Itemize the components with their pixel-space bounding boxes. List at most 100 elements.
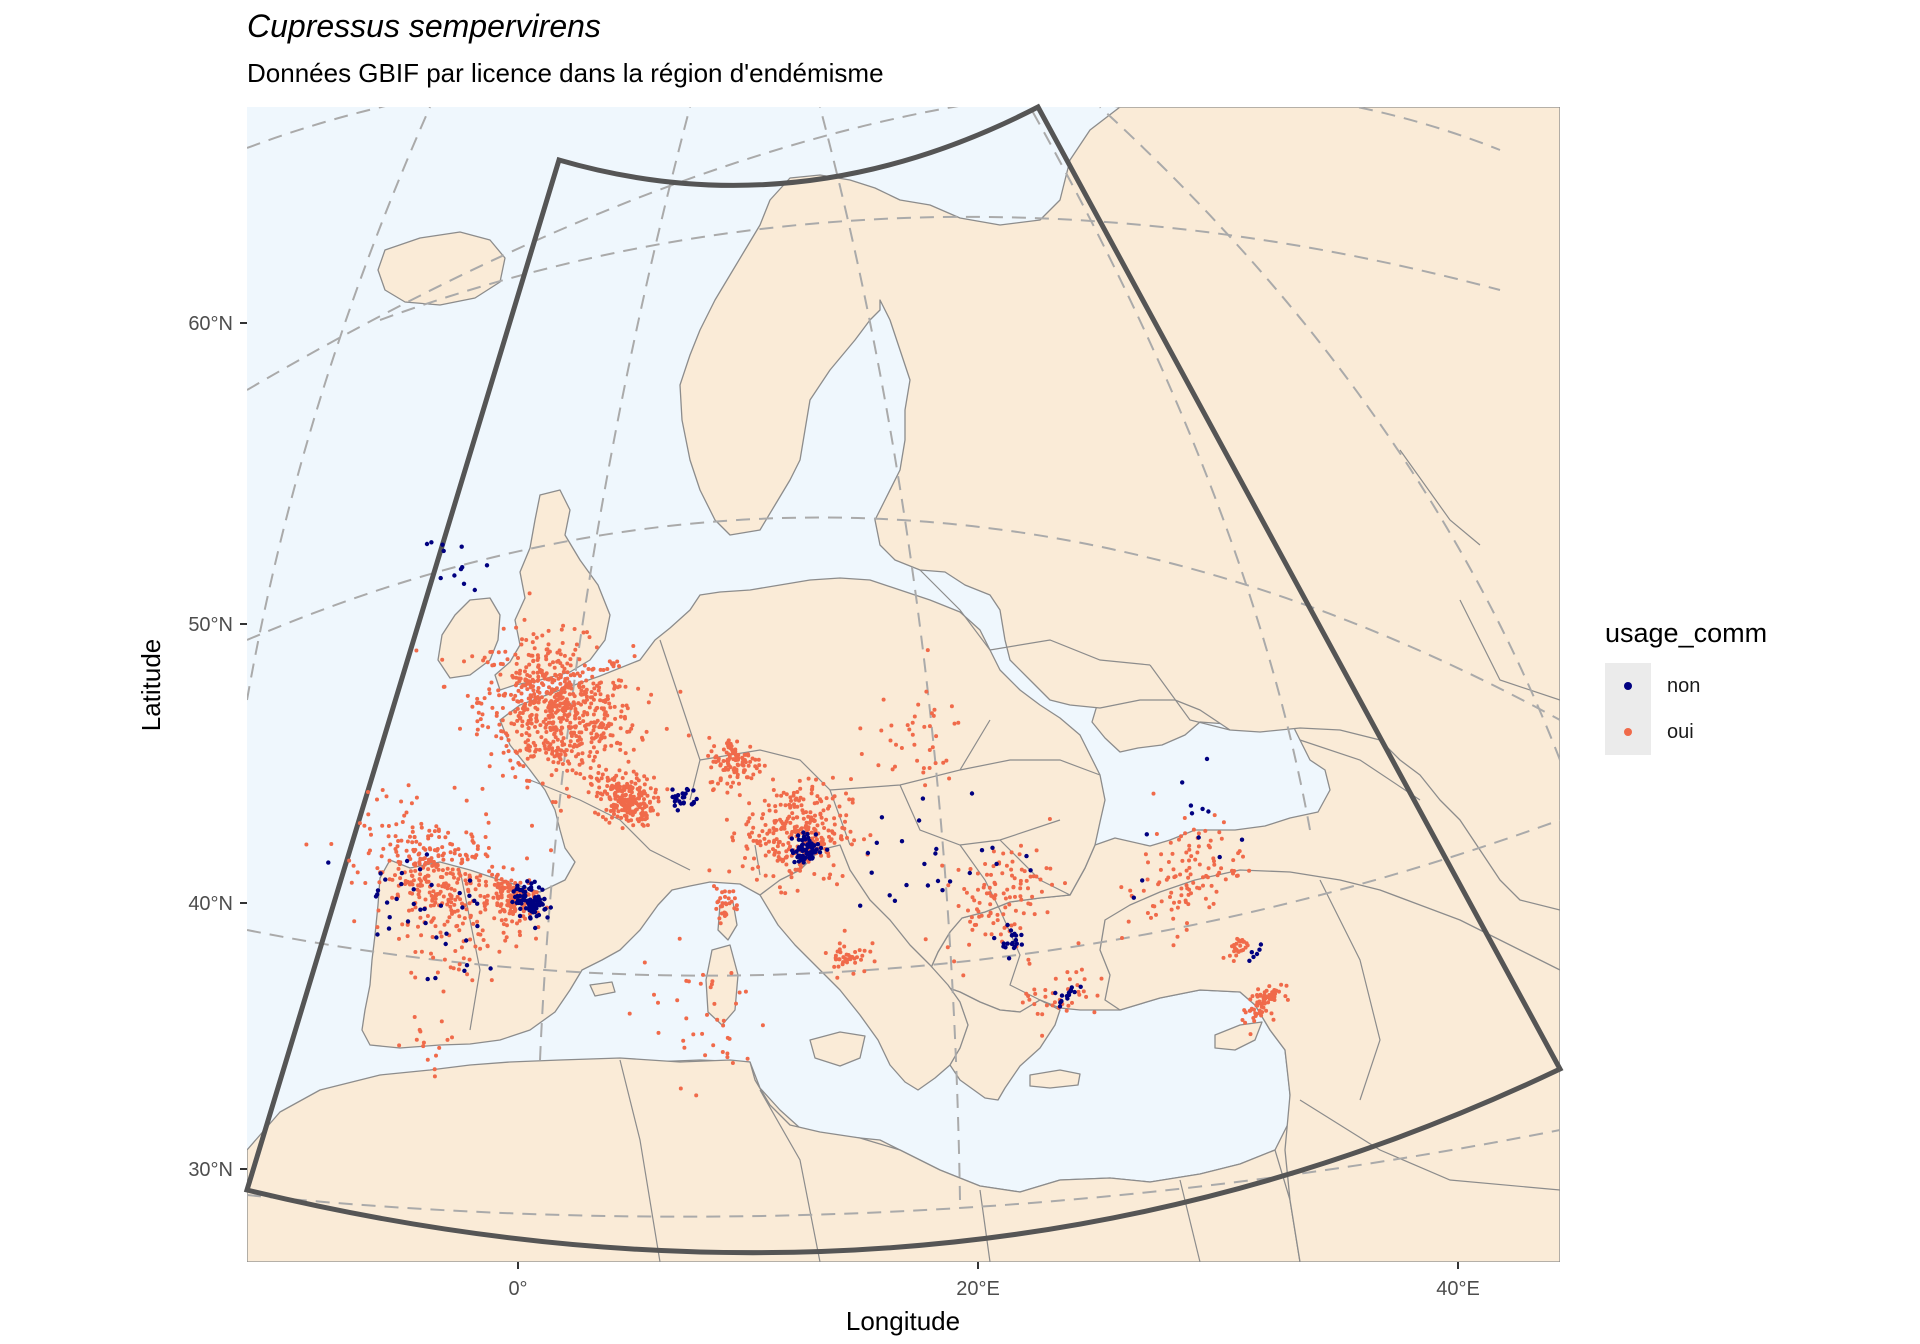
point-oui xyxy=(1262,993,1267,998)
point-oui xyxy=(497,949,502,954)
point-oui xyxy=(1012,876,1017,881)
point-oui xyxy=(827,834,831,839)
point-oui xyxy=(611,680,616,685)
point-oui xyxy=(596,812,601,817)
point-oui xyxy=(597,764,602,769)
point-oui xyxy=(462,659,466,664)
point-oui xyxy=(534,890,539,895)
point-oui xyxy=(746,763,751,768)
point-oui xyxy=(467,901,472,906)
point-oui xyxy=(419,933,424,938)
point-oui xyxy=(414,839,419,844)
point-oui xyxy=(732,766,737,771)
point-non xyxy=(387,915,392,920)
point-non xyxy=(670,787,675,792)
point-oui xyxy=(933,761,938,766)
point-oui xyxy=(408,890,413,895)
point-non xyxy=(531,899,536,904)
point-oui xyxy=(832,816,837,821)
point-non xyxy=(517,913,523,919)
point-oui xyxy=(1171,916,1176,921)
point-oui xyxy=(601,699,606,703)
point-oui xyxy=(534,716,539,721)
legend-entry-oui: oui xyxy=(1605,709,1805,755)
point-oui xyxy=(1018,894,1023,899)
point-non xyxy=(810,846,815,851)
point-oui xyxy=(821,876,826,881)
point-oui xyxy=(500,718,505,723)
point-oui xyxy=(473,887,478,892)
point-oui xyxy=(487,764,492,769)
point-oui xyxy=(1146,860,1150,865)
point-oui xyxy=(402,813,407,818)
point-oui xyxy=(727,753,732,758)
point-oui xyxy=(1270,990,1275,995)
point-oui xyxy=(1019,897,1024,902)
point-oui xyxy=(602,716,607,721)
point-oui xyxy=(1095,993,1100,998)
point-oui xyxy=(1067,977,1072,982)
point-non xyxy=(518,906,523,911)
point-non xyxy=(892,898,898,903)
point-oui xyxy=(828,838,833,843)
point-oui xyxy=(1026,901,1031,906)
point-oui xyxy=(482,655,487,660)
point-oui xyxy=(725,1055,730,1060)
point-oui xyxy=(801,816,806,821)
point-oui xyxy=(956,867,961,872)
point-non xyxy=(1189,811,1195,816)
point-oui xyxy=(587,705,592,710)
point-oui xyxy=(445,1037,450,1042)
point-oui xyxy=(518,933,522,938)
point-oui xyxy=(625,729,630,734)
legend-dot-non xyxy=(1624,682,1632,690)
point-oui xyxy=(519,698,524,703)
point-oui xyxy=(561,709,566,714)
point-oui xyxy=(840,874,845,878)
point-oui xyxy=(1050,1003,1055,1008)
point-oui xyxy=(464,881,469,886)
point-oui xyxy=(505,657,510,662)
chart-subtitle: Données GBIF par licence dans la région … xyxy=(247,58,884,88)
point-oui xyxy=(1052,1000,1057,1005)
point-oui xyxy=(535,678,540,683)
point-oui xyxy=(450,872,455,877)
point-oui xyxy=(597,785,602,790)
point-oui xyxy=(617,795,622,800)
point-oui xyxy=(762,763,767,768)
point-non xyxy=(1059,993,1065,998)
point-oui xyxy=(560,664,565,669)
point-oui xyxy=(518,748,523,753)
point-oui xyxy=(1077,992,1082,997)
point-oui xyxy=(475,696,480,701)
point-oui xyxy=(1170,851,1175,856)
point-oui xyxy=(432,829,437,834)
point-non xyxy=(992,935,997,941)
point-oui xyxy=(380,823,385,828)
point-non xyxy=(529,881,534,886)
point-oui xyxy=(582,776,587,781)
point-oui xyxy=(602,747,607,752)
point-oui xyxy=(862,948,867,953)
point-non xyxy=(532,879,537,884)
point-oui xyxy=(872,959,877,964)
point-non xyxy=(810,843,815,848)
point-oui xyxy=(430,935,435,939)
point-oui xyxy=(551,760,556,765)
point-oui xyxy=(617,768,622,773)
point-oui xyxy=(628,793,633,798)
point-oui xyxy=(754,877,759,882)
point-oui xyxy=(569,749,574,754)
point-non xyxy=(1188,803,1194,808)
point-oui xyxy=(351,863,356,868)
point-oui xyxy=(601,731,606,736)
point-oui xyxy=(432,1074,437,1079)
point-oui xyxy=(615,659,620,664)
point-oui xyxy=(595,718,600,723)
point-oui xyxy=(397,862,402,867)
point-oui xyxy=(400,820,405,824)
point-oui xyxy=(1231,959,1236,963)
point-oui xyxy=(460,921,465,926)
point-oui xyxy=(868,949,873,954)
point-oui xyxy=(500,729,505,734)
